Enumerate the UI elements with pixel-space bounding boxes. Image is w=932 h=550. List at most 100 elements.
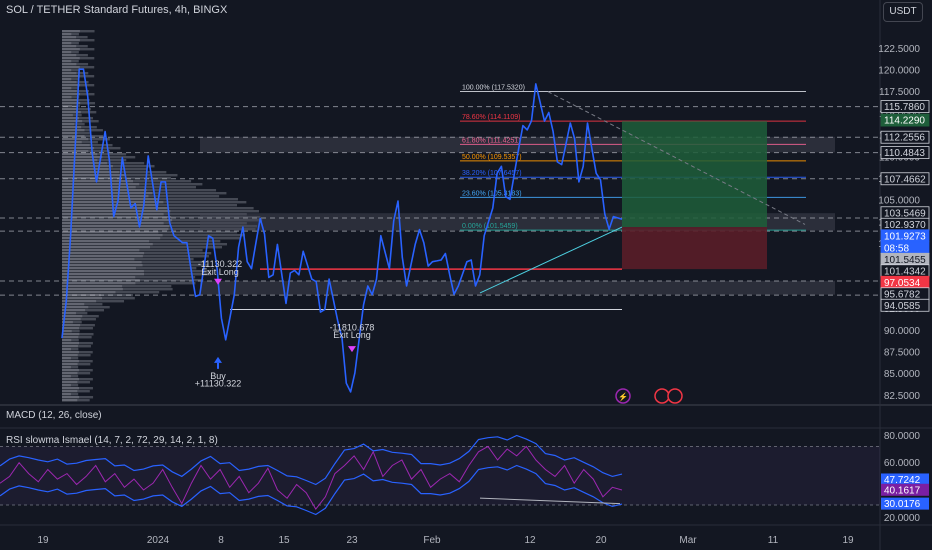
volume-profile-bar-inner [62, 246, 151, 249]
volume-profile-bar [62, 150, 110, 153]
volume-profile-bar [62, 48, 95, 51]
price-tick-label: 117.5000 [879, 87, 920, 98]
volume-profile-bar-inner [62, 387, 80, 390]
rsi-legend[interactable]: RSI slowma Ismael (14, 7, 2, 72, 29, 14,… [6, 435, 218, 446]
us-flag-event-icon [654, 388, 670, 404]
volume-profile-bar [62, 372, 91, 375]
volume-profile-bar-inner [62, 336, 79, 339]
volume-profile-bar [62, 129, 103, 132]
volume-profile-bar-inner [62, 315, 83, 318]
volume-profile-bar-inner [62, 381, 78, 384]
volume-profile-bar [62, 390, 90, 393]
fib-level-label: 23.60% (105.3183) [462, 190, 522, 197]
time-tick-label: 20 [595, 535, 607, 546]
price-label: 102.9370 [884, 220, 926, 231]
volume-profile-bar [62, 333, 94, 336]
volume-profile-bar [62, 51, 79, 54]
volume-profile-bar [62, 198, 238, 201]
volume-profile-bar [62, 159, 127, 162]
volume-profile-bar [62, 330, 80, 333]
volume-profile-bar [62, 375, 79, 378]
volume-profile-bar-inner [62, 396, 80, 399]
volume-profile-bar-inner [62, 33, 72, 36]
currency-selector[interactable]: USDT [883, 2, 923, 22]
volume-profile-bar-inner [62, 243, 153, 246]
volume-profile-bar [62, 117, 94, 120]
volume-profile-bar-inner [62, 123, 75, 126]
volume-profile-bar-inner [62, 129, 85, 132]
volume-profile-bar [62, 366, 79, 369]
price-label: 08:58 [884, 243, 909, 254]
volume-profile-bar [62, 276, 196, 279]
price-label: 101.9273 [884, 231, 926, 242]
fib-level-label: 38.20% (107.6457) [462, 170, 522, 177]
rsi-line [0, 445, 623, 510]
volume-profile-bar-inner [62, 81, 77, 84]
volume-profile-bar-inner [62, 228, 169, 231]
volume-profile-bar-inner [62, 72, 77, 75]
price-label-box [880, 130, 930, 144]
volume-profile-bar [62, 315, 99, 318]
time-tick-label: 2024 [147, 535, 170, 546]
volume-profile-bar [62, 231, 238, 234]
us-flag-event-icon [667, 388, 683, 404]
price-label: 110.4843 [884, 148, 925, 159]
price-tick-label: 90.0000 [884, 326, 921, 337]
volume-profile-bar-inner [62, 339, 72, 342]
rsi-value-box [881, 483, 929, 496]
volume-profile-bar [62, 81, 89, 84]
volume-profile-bar [62, 219, 263, 222]
volume-profile-bar-inner [62, 39, 80, 42]
stop-loss-zone [622, 227, 767, 270]
price-label: 112.2556 [884, 133, 925, 144]
volume-profile-bar [62, 165, 155, 168]
volume-profile-bar [62, 393, 79, 396]
volume-profile-bar-inner [62, 285, 123, 288]
volume-profile-bar [62, 243, 227, 246]
rsi-value-box [881, 497, 929, 510]
volume-profile-bar [62, 171, 167, 174]
macd-legend[interactable]: MACD (12, 26, close) [6, 410, 102, 421]
volume-profile-bar-inner [62, 108, 78, 111]
volume-profile-bar [62, 66, 95, 69]
volume-profile-bar-inner [62, 234, 163, 237]
trade-annotation: Buy [210, 371, 226, 381]
volume-profile-bar [62, 105, 81, 108]
volume-profile-bar [62, 318, 96, 321]
volume-profile-bar-inner [62, 57, 80, 60]
volume-profile-bar-inner [62, 66, 80, 69]
volume-profile-bar-inner [62, 393, 71, 396]
rsi-upper-band [0, 434, 623, 486]
price-label-box [880, 113, 930, 127]
volume-profile-bar [62, 321, 82, 324]
volume-profile-bar-inner [62, 180, 134, 183]
volume-profile-bar-inner [62, 60, 72, 63]
time-tick-label: 15 [278, 535, 290, 546]
volume-profile-bar-inner [62, 126, 82, 129]
volume-profile-bar-inner [62, 318, 81, 321]
volume-profile-bar-inner [62, 207, 168, 210]
rsi-value-label: 30.0176 [884, 499, 921, 510]
volume-profile-bar [62, 204, 238, 207]
rsi-value-label: 47.7242 [884, 475, 921, 486]
volume-profile-bar [62, 294, 133, 297]
volume-profile-bar [62, 114, 82, 117]
trade-annotation: Exit Long [201, 267, 239, 277]
volume-profile-bar [62, 228, 256, 231]
price-tick-label: 87.5000 [884, 347, 921, 358]
volume-profile-bar-inner [62, 48, 80, 51]
volume-profile-bar [62, 327, 93, 330]
volume-profile-bar [62, 216, 261, 219]
price-label: 94.0585 [884, 301, 921, 312]
price-label-box [880, 146, 930, 159]
price-series-line [61, 68, 623, 393]
volume-profile-bar-inner [62, 276, 136, 279]
volume-profile-bar-inner [62, 249, 140, 252]
volume-profile-bar-inner [62, 165, 113, 168]
volume-profile-bar [62, 336, 92, 339]
volume-profile-bar-inner [62, 237, 161, 240]
volume-profile-bar-inner [62, 309, 86, 312]
volume-profile-bar-inner [62, 186, 136, 189]
volume-profile-bar [62, 306, 110, 309]
